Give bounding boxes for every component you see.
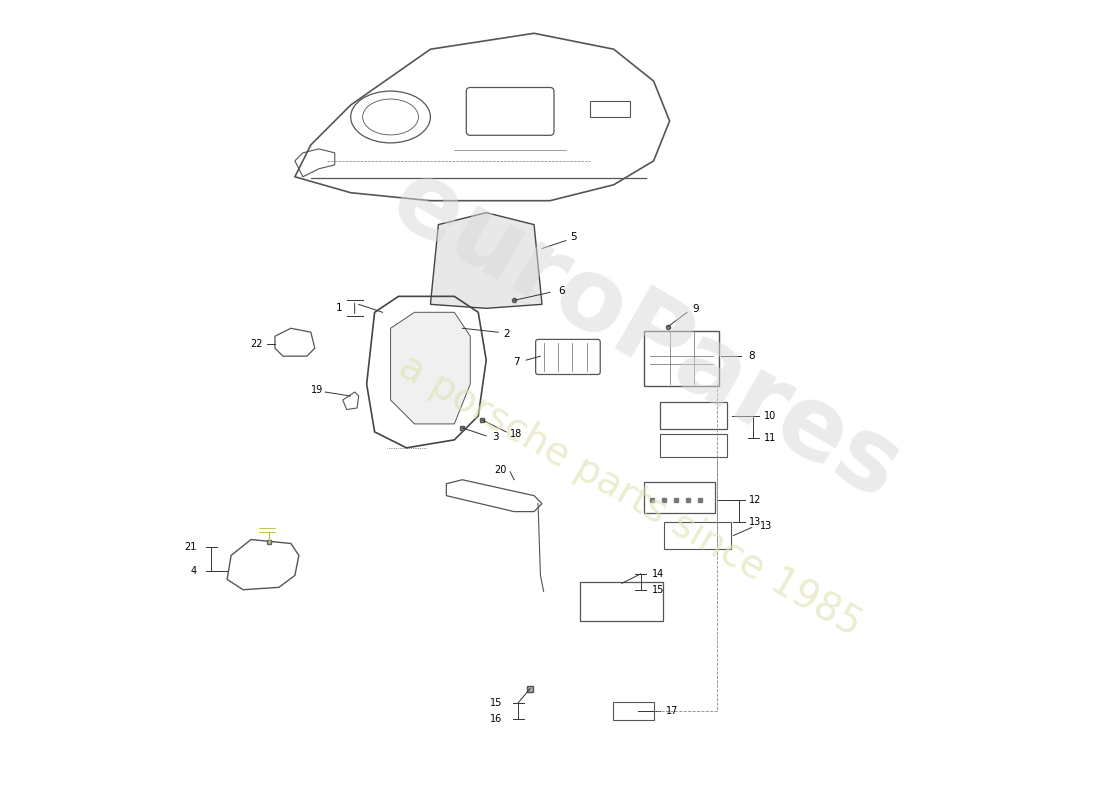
Text: 14: 14 bbox=[652, 569, 664, 578]
Text: 17: 17 bbox=[666, 706, 678, 716]
Polygon shape bbox=[430, 213, 542, 308]
Text: a porsche parts since 1985: a porsche parts since 1985 bbox=[392, 347, 868, 644]
Text: 10: 10 bbox=[763, 411, 776, 421]
Text: 8: 8 bbox=[748, 351, 755, 361]
Text: 13: 13 bbox=[749, 517, 761, 527]
Text: 4: 4 bbox=[190, 566, 197, 577]
Text: 1: 1 bbox=[336, 303, 342, 314]
Text: 3: 3 bbox=[493, 433, 499, 442]
Polygon shape bbox=[390, 312, 471, 424]
Text: 15: 15 bbox=[490, 698, 503, 708]
Text: euroPares: euroPares bbox=[374, 151, 917, 521]
Text: 9: 9 bbox=[693, 304, 700, 314]
Text: 13: 13 bbox=[760, 521, 772, 531]
Text: 20: 20 bbox=[494, 465, 507, 475]
Text: 6: 6 bbox=[559, 286, 565, 296]
Text: 11: 11 bbox=[763, 434, 776, 443]
Text: 12: 12 bbox=[749, 494, 761, 505]
Text: 2: 2 bbox=[503, 329, 509, 339]
Text: 7: 7 bbox=[514, 357, 520, 366]
Text: 19: 19 bbox=[311, 386, 323, 395]
Text: 16: 16 bbox=[490, 714, 503, 724]
Text: 5: 5 bbox=[571, 231, 578, 242]
Text: 21: 21 bbox=[185, 542, 197, 553]
Text: 18: 18 bbox=[510, 430, 522, 439]
Text: 22: 22 bbox=[251, 339, 263, 349]
Text: 15: 15 bbox=[652, 585, 664, 594]
